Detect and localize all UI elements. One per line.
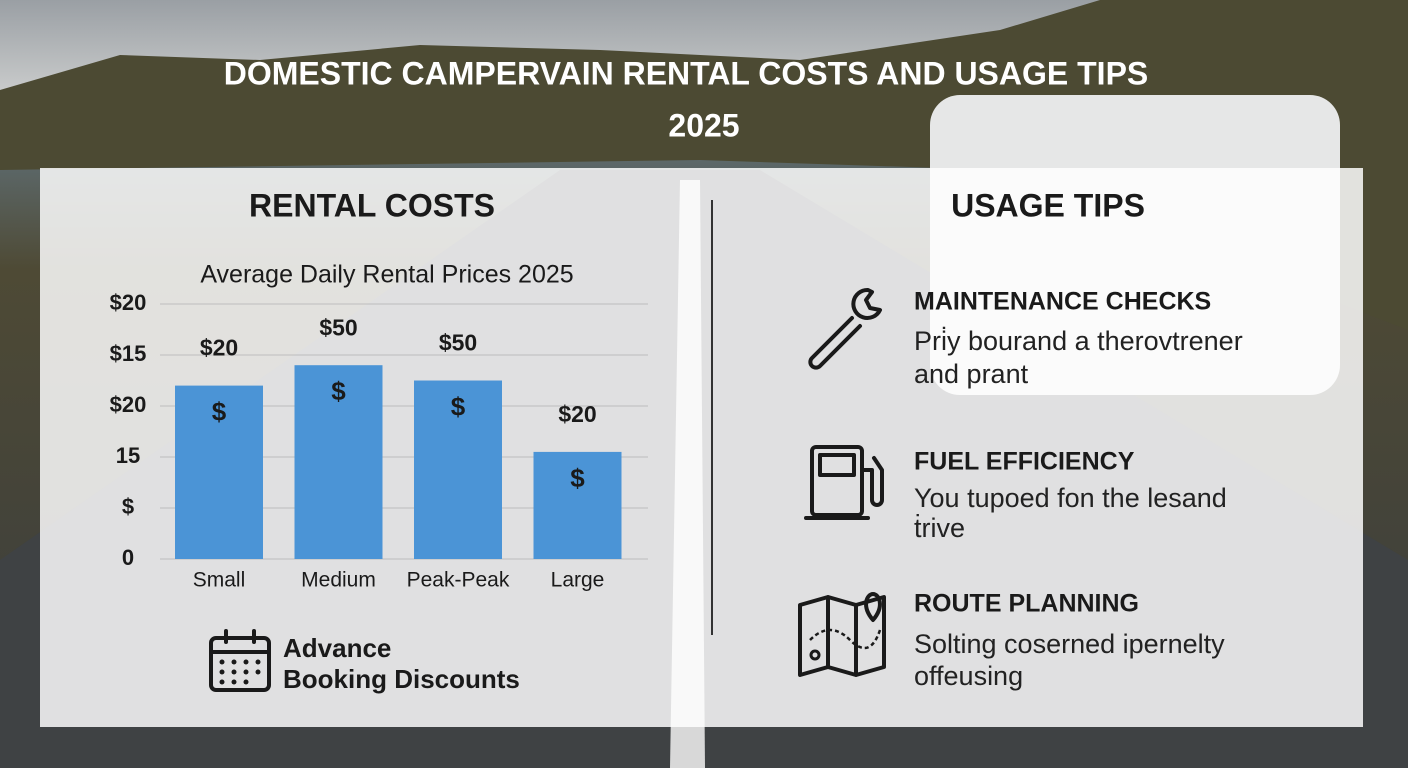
tip-text: ṫrive: [914, 513, 965, 543]
tip-text: Solting coserned ipernelty: [914, 629, 1225, 659]
bar-annotation: $50: [319, 314, 357, 340]
booking-text: Booking Discounts: [283, 664, 520, 694]
x-tick-label: Peak-Peak: [407, 569, 510, 592]
bar: [533, 451, 622, 559]
y-tick-label: $20: [110, 392, 147, 417]
x-tick-label: Large: [551, 569, 605, 592]
title-line: 2025: [668, 107, 739, 143]
y-tick-label: $15: [110, 341, 147, 366]
tip-text: and prant: [914, 359, 1029, 389]
tip-title: FUEL EFFICIENCY: [914, 448, 1135, 476]
bar-symbol: $: [570, 463, 585, 493]
fuel-icon: [804, 445, 884, 520]
bar: [175, 385, 263, 559]
bar: [414, 380, 502, 559]
booking-text: Advance: [283, 633, 391, 663]
bar: [294, 365, 383, 559]
tip-text: offeusing: [914, 661, 1023, 691]
section-heading: USAGE TIPS: [951, 187, 1145, 223]
wrench-icon: [808, 287, 882, 370]
bar-symbol: $: [212, 396, 227, 426]
y-tick-label: $20: [110, 290, 147, 315]
bar-symbol: $: [451, 391, 466, 421]
map-icon: [798, 592, 886, 677]
bar-symbol: $: [331, 376, 346, 406]
calendar-icon: [209, 629, 271, 692]
chart-title: Average Daily Rental Prices 2025: [200, 261, 573, 289]
tip-title: MAINTENANCE CHECKS: [914, 288, 1211, 316]
tip-title: ROUTE PLANNING: [914, 590, 1139, 618]
title-line: DOMESTIC CAMPERVAIN RENTAL COSTS AND USA…: [224, 55, 1149, 91]
tip-text: You tupoed fon the lesand: [914, 483, 1227, 513]
section-heading: RENTAL COSTS: [249, 187, 495, 223]
bar-annotation: $20: [558, 401, 596, 427]
x-tick-label: Small: [193, 569, 246, 592]
y-tick-label: 15: [116, 443, 140, 468]
hills: [0, 0, 1408, 330]
bar-annotation: $20: [200, 335, 238, 361]
x-tick-label: Medium: [301, 569, 376, 592]
tip-text: Pri̇y bourand a therovtrener: [914, 326, 1243, 357]
y-tick-label: 0: [122, 545, 134, 570]
y-tick-label: $: [122, 494, 134, 519]
bar-annotation: $50: [439, 330, 477, 356]
